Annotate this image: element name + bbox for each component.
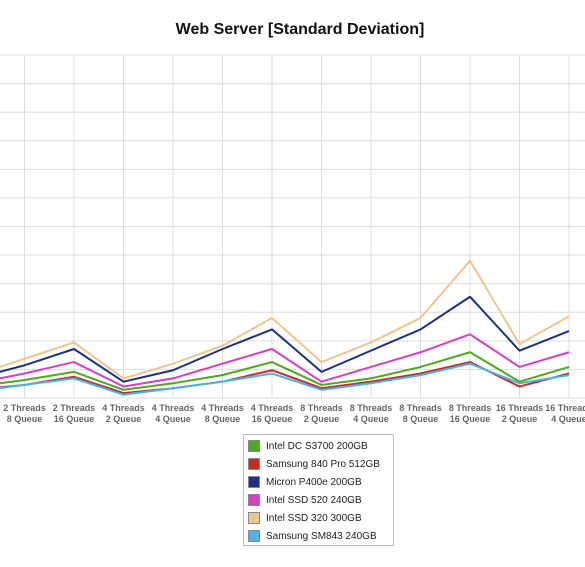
x-tick-label: 8 Threads 2 Queue: [300, 403, 343, 424]
legend: Intel DC S3700 200GB Samsung 840 Pro 512G…: [243, 434, 394, 546]
legend-swatch: [248, 476, 260, 488]
x-tick-label: 4 Threads 2 Queue: [102, 403, 145, 424]
series-line-4: [0, 259, 570, 380]
legend-item: Samsung SM843 240GB: [248, 527, 389, 545]
legend-swatch: [248, 440, 260, 452]
legend-item: Samsung 840 Pro 512GB: [248, 455, 389, 473]
series-line-5: [0, 362, 570, 396]
legend-label: Micron P400e 200GB: [266, 476, 362, 488]
legend-swatch: [248, 494, 260, 506]
x-tick-label: 2 Threads 16 Queue: [53, 403, 96, 424]
legend-item: Intel SSD 520 240GB: [248, 491, 389, 509]
legend-item: Micron P400e 200GB: [248, 473, 389, 491]
series-line-3: [0, 333, 570, 388]
legend-label: Intel SSD 320 300GB: [266, 512, 362, 524]
x-tick-label: 4 Threads 8 Queue: [201, 403, 244, 424]
series-line-1: [0, 361, 570, 395]
x-tick-label: 4 Threads 4 Queue: [152, 403, 195, 424]
legend-swatch: [248, 458, 260, 470]
series-line-0: [0, 351, 570, 391]
chart-title: Web Server [Standard Deviation]: [176, 21, 425, 38]
series-line-2: [0, 295, 570, 383]
legend-swatch: [248, 512, 260, 524]
x-tick-label: 8 Threads 4 Queue: [350, 403, 393, 424]
legend-label: Intel DC S3700 200GB: [266, 440, 368, 452]
x-tick-label: 8 Threads 16 Queue: [449, 403, 492, 424]
legend-swatch: [248, 530, 260, 542]
legend-label: Samsung 840 Pro 512GB: [266, 458, 380, 470]
x-tick-label: 8 Threads 8 Queue: [399, 403, 442, 424]
x-tick-label: 4 Threads 16 Queue: [251, 403, 294, 424]
legend-item: Intel SSD 320 300GB: [248, 509, 389, 527]
grid: [0, 54, 585, 399]
x-tick-label: 16 Threads 2 Queue: [496, 403, 544, 424]
legend-label: Intel SSD 520 240GB: [266, 494, 362, 506]
x-tick-label: 2 Threads 8 Queue: [3, 403, 46, 424]
legend-item: Intel DC S3700 200GB: [248, 437, 389, 455]
series-lines: [0, 259, 570, 396]
legend-label: Samsung SM843 240GB: [266, 530, 377, 542]
